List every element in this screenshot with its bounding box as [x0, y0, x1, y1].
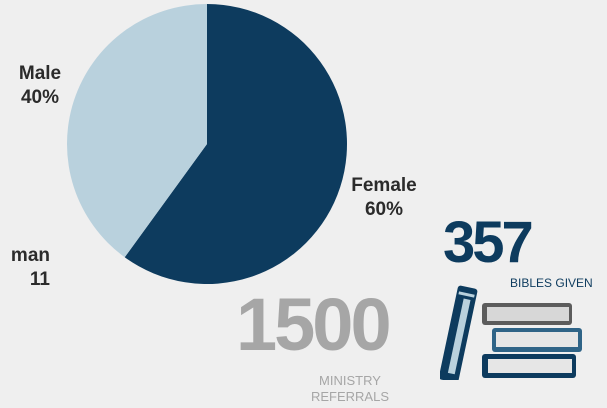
ministry-referrals-caption-line2: REFERRALS — [310, 389, 390, 404]
cut-off-label-value: 11 — [29, 269, 50, 290]
ministry-referrals-number: 1500 — [236, 283, 392, 366]
cut-off-label-name: man — [10, 245, 50, 266]
book-top-pages — [487, 307, 569, 321]
pie-slice-male — [67, 4, 208, 258]
ministry-referrals-caption-line1: MINISTRY — [319, 373, 381, 388]
pie-slice-female — [124, 4, 347, 285]
leaning-book — [440, 285, 478, 380]
book-bottom-pages — [488, 359, 572, 373]
pie-label-male-value: 40% — [20, 87, 60, 108]
bibles-given-number: 357 — [443, 210, 534, 275]
pie-label-male-name: Male — [18, 63, 62, 84]
pie-label-female-value: 60% — [364, 199, 404, 220]
ministry-referrals-caption: MINISTRY REFERRALS — [300, 373, 400, 405]
pie-label-male: Male 40% — [12, 62, 68, 110]
book-middle-pages — [496, 332, 578, 347]
pie-label-female: Female 60% — [340, 174, 428, 222]
pie-label-female-name: Female — [351, 175, 417, 196]
cut-off-label: man 11 — [0, 244, 50, 292]
books-icon — [440, 285, 582, 380]
bibles-given-caption: BIBLES GIVEN — [510, 276, 593, 290]
